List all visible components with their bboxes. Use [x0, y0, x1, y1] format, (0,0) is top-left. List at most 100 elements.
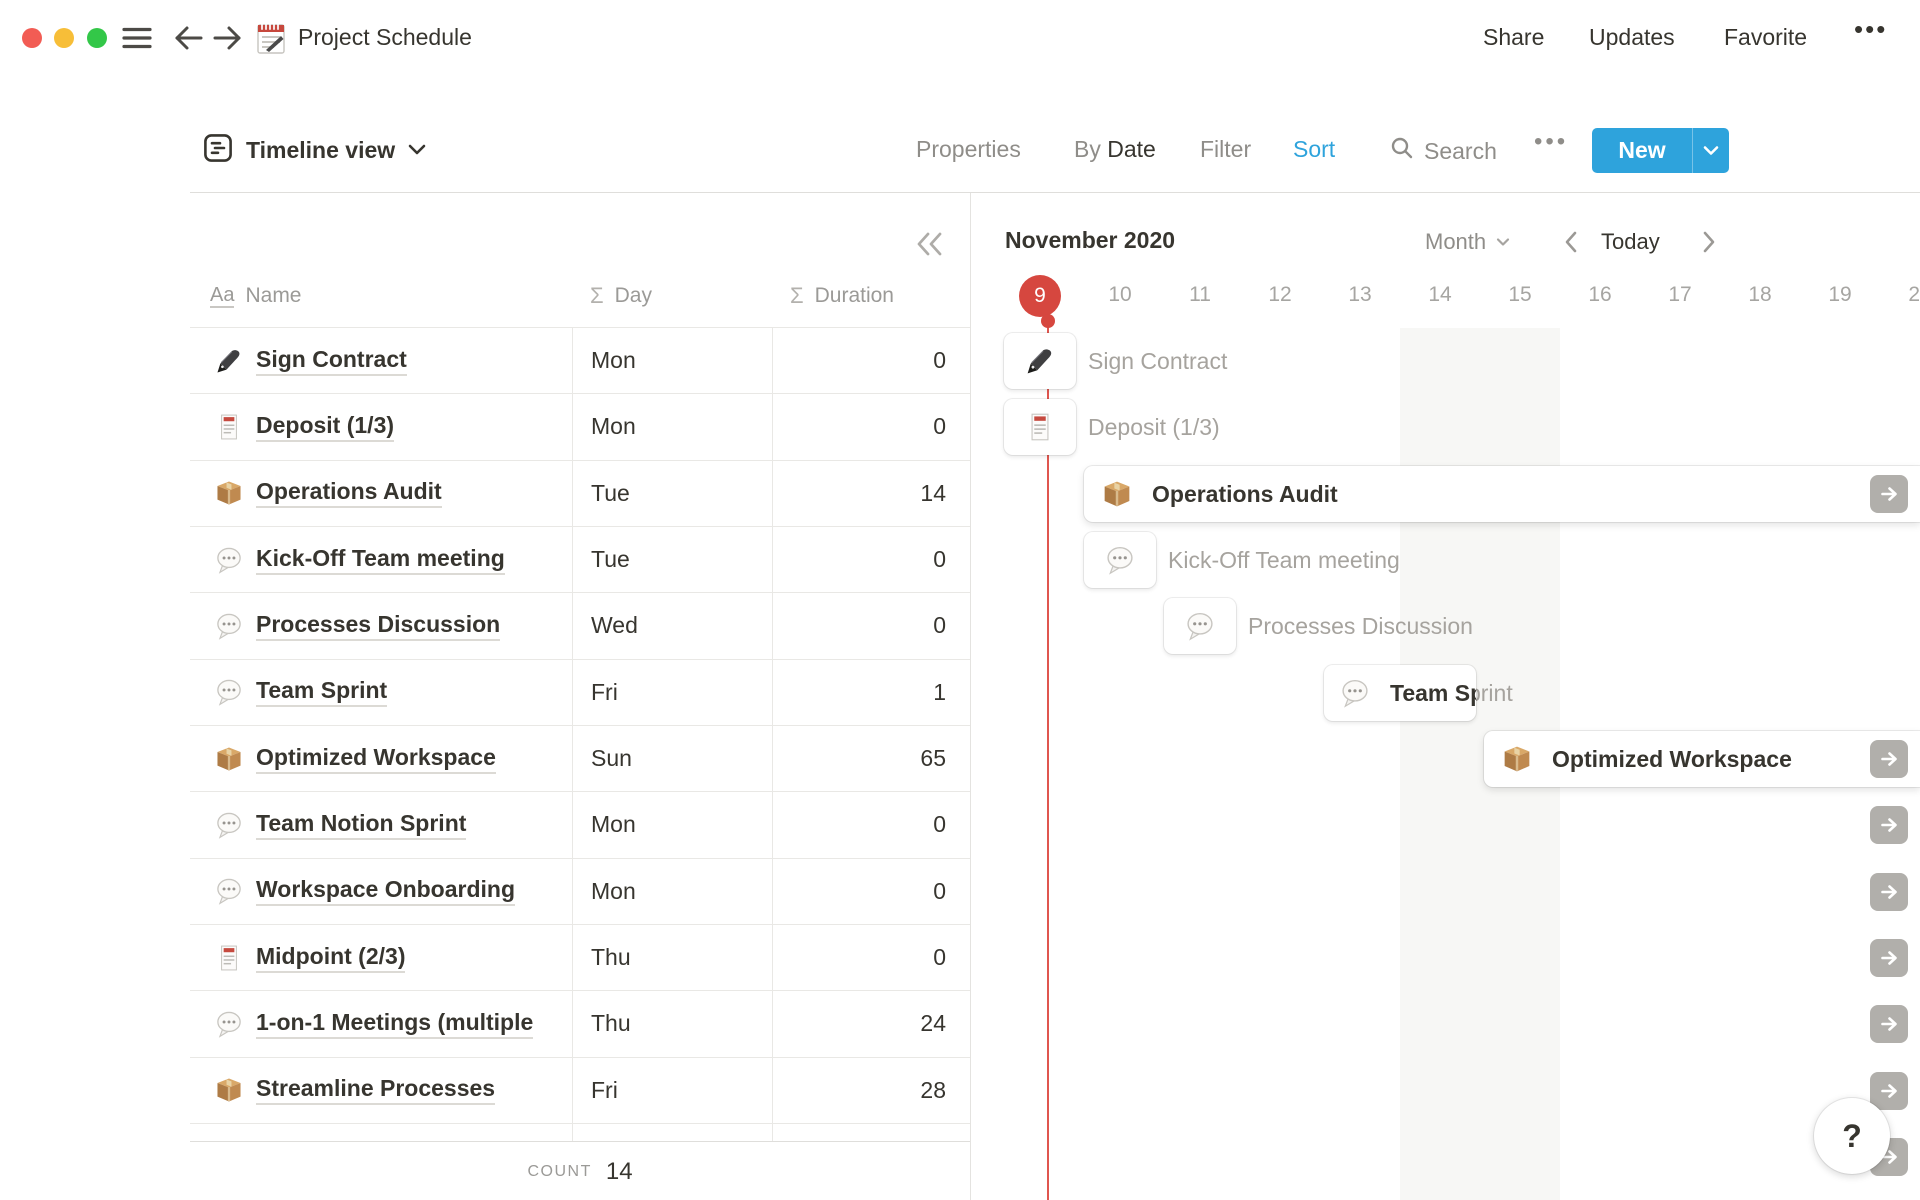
day-cell[interactable]: Mon [572, 394, 772, 460]
table-row-deposit-1-3[interactable]: Deposit (1/3) Mon 0 [190, 394, 970, 461]
table-row-team-sprint[interactable]: Team Sprint Fri 1 [190, 659, 970, 726]
page-link[interactable]: Sign Contract [256, 346, 407, 376]
window-minimize-button[interactable] [54, 28, 74, 48]
sidebar-menu-icon[interactable] [120, 24, 154, 52]
name-cell[interactable]: 1-on-1 Meetings (multiple [190, 991, 572, 1056]
day-cell[interactable]: Wed [572, 593, 772, 659]
jump-to-bar-arrow-icon[interactable] [1870, 938, 1908, 977]
timeline-bar-optimized-workspace[interactable]: Optimized Workspace [1484, 730, 1920, 787]
page-link[interactable]: Midpoint (2/3) [256, 943, 406, 973]
duration-cell[interactable]: 0 [772, 328, 970, 394]
timeline-bar-sign-contract[interactable] [1004, 333, 1076, 389]
timeline-next-icon[interactable] [1696, 228, 1722, 256]
page-link[interactable]: Workspace Onboarding [256, 876, 516, 907]
duration-cell[interactable]: 24 [772, 991, 970, 1057]
view-switcher[interactable]: Timeline view [203, 133, 426, 168]
new-button[interactable]: New [1592, 128, 1729, 173]
duration-cell[interactable]: 0 [772, 924, 970, 991]
name-cell[interactable]: Midpoint (2/3) [190, 925, 572, 990]
timeline-today-button[interactable]: Today [1601, 229, 1660, 254]
page-link[interactable]: Kick-Off Team meeting [256, 545, 505, 575]
table-row-workspace-onboarding[interactable]: Workspace Onboarding Mon 0 [190, 858, 970, 925]
day-cell[interactable]: Thu [572, 991, 772, 1057]
day-cell[interactable]: Tue [572, 526, 772, 593]
forward-arrow-icon[interactable] [210, 23, 244, 53]
column-header-day[interactable]: Σ Day [590, 283, 652, 308]
name-cell[interactable]: Workspace Onboarding [190, 859, 572, 924]
table-row-midpoint-2-3[interactable]: Midpoint (2/3) Thu 0 [190, 924, 970, 992]
table-row-1-on-1-meetings-multiple[interactable]: 1-on-1 Meetings (multiple Thu 24 [190, 991, 970, 1058]
timeline-bar-operations-audit[interactable]: Operations Audit [1084, 465, 1920, 522]
page-link[interactable]: 1-on-1 Meetings (multiple [256, 1009, 534, 1039]
filter-button[interactable]: Filter [1200, 136, 1252, 162]
duration-cell[interactable]: 0 [772, 593, 970, 659]
jump-to-bar-end-arrow-icon[interactable] [1870, 474, 1908, 513]
favorite-button[interactable]: Favorite [1724, 24, 1808, 50]
duration-cell[interactable]: 65 [772, 725, 970, 792]
jump-to-bar-arrow-icon[interactable] [1870, 872, 1908, 911]
name-cell[interactable]: Optimized Workspace [190, 726, 572, 791]
collapse-table-icon[interactable] [908, 229, 952, 259]
day-cell[interactable]: Tue [572, 460, 772, 526]
name-cell[interactable]: Processes Discussion [190, 593, 572, 658]
page-link[interactable]: Operations Audit [256, 478, 442, 509]
updates-button[interactable]: Updates [1589, 24, 1675, 50]
duration-cell[interactable]: 0 [772, 526, 970, 593]
day-cell[interactable]: Fri [572, 1057, 772, 1123]
panel-divider[interactable] [970, 193, 971, 1200]
day-cell[interactable]: Mon [572, 858, 772, 924]
name-cell[interactable]: Team Notion Sprint [190, 792, 572, 857]
name-cell[interactable]: Sign Contract [190, 328, 572, 393]
window-close-button[interactable] [22, 28, 42, 48]
column-header-duration[interactable]: Σ Duration [790, 283, 894, 308]
toolbar-more-icon[interactable]: ••• [1534, 128, 1569, 155]
page-link[interactable]: Team Notion Sprint [256, 810, 467, 840]
table-row-sign-contract[interactable]: Sign Contract Mon 0 [190, 328, 970, 395]
properties-button[interactable]: Properties [916, 136, 1021, 162]
name-cell[interactable]: Team Sprint [190, 660, 572, 725]
new-dropdown-chevron-icon[interactable] [1692, 128, 1729, 173]
duration-cell[interactable]: 0 [772, 394, 970, 460]
share-button[interactable]: Share [1483, 24, 1545, 50]
page-link[interactable]: Deposit (1/3) [256, 412, 395, 442]
page-link[interactable]: Streamline Processes [256, 1075, 496, 1106]
jump-to-bar-arrow-icon[interactable] [1870, 1005, 1908, 1044]
name-cell[interactable]: Kick-Off Team meeting [190, 527, 572, 592]
sort-button[interactable]: Sort [1293, 136, 1336, 162]
duration-cell[interactable]: 14 [772, 460, 970, 526]
day-cell[interactable]: Sun [572, 725, 772, 792]
page-link[interactable]: Processes Discussion [256, 611, 501, 641]
name-cell[interactable]: Operations Audit [190, 461, 572, 526]
by-date-button[interactable]: By Date [1074, 136, 1156, 162]
duration-cell[interactable]: 0 [772, 792, 970, 858]
today-date-badge[interactable]: 9 [1019, 275, 1061, 317]
day-cell[interactable]: Mon [572, 792, 772, 858]
table-row-kick-off-team-meeting[interactable]: Kick-Off Team meeting Tue 0 [190, 526, 970, 594]
search-button[interactable]: Search [1390, 136, 1497, 166]
page-link[interactable]: Team Sprint [256, 677, 388, 708]
timeline-bar-processes-discussion[interactable] [1164, 598, 1236, 655]
table-row-team-notion-sprint[interactable]: Team Notion Sprint Mon 0 [190, 792, 970, 859]
column-header-name[interactable]: Aa Name [210, 284, 302, 308]
timeline-prev-icon[interactable] [1558, 228, 1584, 256]
jump-to-bar-arrow-icon[interactable] [1870, 806, 1908, 845]
table-row-streamline-processes[interactable]: Streamline Processes Fri 28 [190, 1057, 970, 1124]
day-cell[interactable]: Mon [572, 328, 772, 394]
name-cell[interactable]: Deposit (1/3) [190, 394, 572, 459]
duration-cell[interactable]: 28 [772, 1057, 970, 1123]
timeline-scale-select[interactable]: Month [1425, 229, 1510, 255]
name-cell[interactable]: Streamline Processes [190, 1058, 572, 1123]
timeline-bar-kick-off-team-meeting[interactable] [1084, 531, 1156, 588]
table-row-processes-discussion[interactable]: Processes Discussion Wed 0 [190, 593, 970, 660]
day-cell[interactable]: Fri [572, 659, 772, 725]
duration-cell[interactable]: 0 [772, 858, 970, 924]
jump-to-bar-end-arrow-icon[interactable] [1870, 739, 1908, 778]
day-cell[interactable]: Thu [572, 924, 772, 991]
timeline-bar-team-sprint[interactable]: Team Sprint [1324, 664, 1476, 721]
help-button[interactable]: ? [1814, 1098, 1890, 1174]
duration-cell[interactable]: 1 [772, 659, 970, 725]
window-zoom-button[interactable] [87, 28, 107, 48]
back-arrow-icon[interactable] [172, 23, 206, 53]
page-link[interactable]: Optimized Workspace [256, 744, 496, 774]
timeline-bar-deposit-1-3[interactable] [1004, 399, 1076, 456]
